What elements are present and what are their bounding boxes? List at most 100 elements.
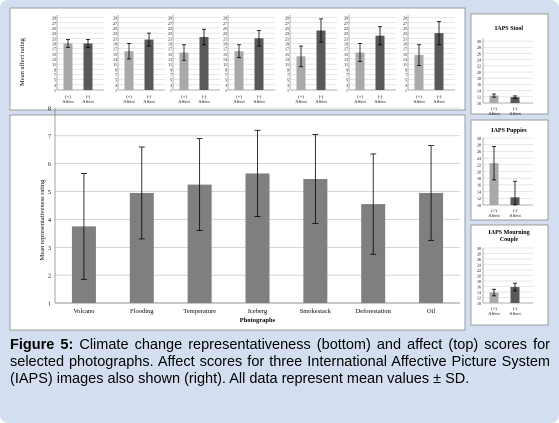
affect-y-tick-label: 19 bbox=[113, 41, 117, 46]
representativeness-x-tick-label: Temperature bbox=[183, 308, 216, 315]
affect-x-tick-label: Affect bbox=[433, 99, 445, 104]
iaps_puppies-y-tick-label: 18 bbox=[477, 176, 481, 181]
affect-y-tick-label: 25 bbox=[285, 26, 289, 31]
affect-y-tick-label: 23 bbox=[344, 31, 348, 36]
affect-y-tick-label: 21 bbox=[344, 36, 348, 41]
affect-x-tick-label: Affect bbox=[178, 99, 190, 104]
representativeness-y-tick-label: 8 bbox=[48, 107, 51, 113]
representativeness-y-tick-label: 1 bbox=[48, 302, 51, 308]
affect-y-tick-label: 15 bbox=[344, 52, 348, 57]
affect-y-tick-label: 17 bbox=[344, 47, 348, 52]
affect-y-tick-label: 15 bbox=[285, 52, 289, 57]
affect-y-axis-label: Mean affect rating bbox=[19, 37, 26, 86]
iaps_mourning-y-tick-label: 10 bbox=[477, 301, 481, 306]
iaps_mourning-y-tick-label: 22 bbox=[477, 268, 481, 273]
iaps_mourning-bar bbox=[510, 287, 520, 303]
affect-y-tick-label: 7 bbox=[170, 72, 172, 77]
iaps_mourning-x-tick-label: Affect bbox=[509, 311, 521, 316]
affect-bar bbox=[414, 55, 424, 90]
representativeness-y-tick-label: 7 bbox=[48, 134, 51, 140]
affect-bar bbox=[296, 56, 306, 90]
iaps_mourning-y-tick-label: 20 bbox=[477, 273, 481, 278]
affect-y-tick-label: 21 bbox=[168, 36, 172, 41]
figure-canvas: Mean affect rating1357911131517192123252… bbox=[9, 7, 549, 331]
affect-x-tick-label: (-) bbox=[147, 94, 152, 99]
iaps_stool-y-tick-label: 14 bbox=[477, 88, 481, 93]
affect-y-tick-label: 19 bbox=[403, 41, 407, 46]
affect-x-tick-label: Affect bbox=[62, 99, 74, 104]
figure-caption: Figure 5: Climate change representativen… bbox=[10, 337, 550, 388]
affect-y-tick-label: 9 bbox=[54, 67, 56, 72]
iaps_mourning-x-tick-label: Affect bbox=[488, 311, 500, 316]
iaps_stool-x-tick-label: (+) bbox=[491, 106, 497, 111]
affect-x-tick-label: (-) bbox=[319, 94, 324, 99]
iaps_mourning-y-tick-label: 28 bbox=[477, 251, 481, 256]
representativeness-y-tick-label: 3 bbox=[48, 246, 51, 252]
affect-y-tick-label: 21 bbox=[403, 36, 407, 41]
affect-y-tick-label: 27 bbox=[285, 21, 289, 26]
affect-y-tick-label: 19 bbox=[52, 41, 56, 46]
iaps_stool-title: IAPS Stool bbox=[495, 26, 524, 32]
caption-label: Figure 5: bbox=[10, 337, 74, 353]
affect-y-tick-label: 19 bbox=[285, 41, 289, 46]
iaps_puppies-panel bbox=[470, 119, 549, 221]
iaps_stool-y-tick-label: 10 bbox=[477, 101, 481, 106]
affect-y-tick-label: 17 bbox=[168, 47, 172, 52]
affect-y-tick-label: 27 bbox=[168, 21, 172, 26]
affect-y-tick-label: 11 bbox=[113, 62, 117, 67]
affect-y-tick-label: 13 bbox=[52, 57, 56, 62]
caption-text: Climate change representativeness (botto… bbox=[10, 337, 550, 387]
affect-y-tick-label: 9 bbox=[346, 67, 348, 72]
iaps_puppies-y-tick-label: 30 bbox=[477, 136, 481, 141]
affect-y-tick-label: 13 bbox=[223, 57, 227, 62]
affect-x-tick-label: Affect bbox=[354, 99, 366, 104]
iaps_puppies-x-tick-label: Affect bbox=[488, 213, 500, 218]
affect-x-tick-label: (-) bbox=[378, 94, 383, 99]
iaps_mourning-x-tick-label: (-) bbox=[513, 306, 518, 311]
affect-y-tick-label: 3 bbox=[405, 83, 407, 88]
affect-x-tick-label: (+) bbox=[416, 94, 422, 99]
representativeness-y-tick-label: 5 bbox=[48, 190, 51, 196]
affect-x-tick-label: Affect bbox=[198, 99, 210, 104]
affect-y-tick-label: 27 bbox=[113, 21, 117, 26]
affect-x-tick-label: Affect bbox=[413, 99, 425, 104]
affect-y-tick-label: 9 bbox=[115, 67, 117, 72]
iaps_stool-y-tick-label: 24 bbox=[477, 57, 481, 62]
affect-y-tick-label: 15 bbox=[52, 52, 56, 57]
iaps_puppies-y-tick-label: 20 bbox=[477, 169, 481, 174]
iaps_puppies-x-tick-label: (+) bbox=[491, 208, 497, 213]
affect-bar bbox=[434, 33, 444, 90]
affect-y-tick-label: 13 bbox=[285, 57, 289, 62]
affect-bar bbox=[83, 43, 93, 90]
affect-x-tick-label: Affect bbox=[123, 99, 135, 104]
iaps_puppies-x-tick-label: (-) bbox=[513, 208, 518, 213]
iaps_puppies-y-tick-label: 16 bbox=[477, 183, 481, 188]
affect-y-tick-label: 5 bbox=[287, 78, 289, 83]
affect-y-tick-label: 11 bbox=[403, 62, 407, 67]
representativeness-x-tick-label: Iceberg bbox=[248, 308, 268, 315]
affect-y-tick-label: 23 bbox=[113, 31, 117, 36]
representativeness-y-tick-label: 2 bbox=[48, 274, 51, 280]
affect-y-tick-label: 25 bbox=[223, 26, 227, 31]
representativeness-y-tick-label: 4 bbox=[48, 218, 51, 224]
representativeness-y-axis-label: Mean representativeness rating bbox=[39, 179, 46, 261]
iaps_stool-y-tick-label: 26 bbox=[477, 51, 481, 56]
affect-y-tick-label: 21 bbox=[52, 36, 56, 41]
affect-y-tick-label: 7 bbox=[346, 72, 348, 77]
affect-y-tick-label: 25 bbox=[113, 26, 117, 31]
affect-x-tick-label: Affect bbox=[315, 99, 327, 104]
affect-y-tick-label: 7 bbox=[405, 72, 407, 77]
iaps_mourning-bar bbox=[489, 292, 499, 303]
representativeness-y-tick-label: 6 bbox=[48, 162, 51, 168]
affect-y-tick-label: 5 bbox=[115, 78, 117, 83]
iaps_puppies-y-tick-label: 14 bbox=[477, 189, 481, 194]
affect-x-tick-label: (-) bbox=[202, 94, 207, 99]
affect-y-tick-label: 13 bbox=[403, 57, 407, 62]
affect-y-tick-label: 13 bbox=[344, 57, 348, 62]
representativeness-x-tick-label: Flooding bbox=[130, 308, 154, 315]
affect-y-tick-label: 3 bbox=[225, 83, 227, 88]
affect-y-tick-label: 21 bbox=[113, 36, 117, 41]
affect-y-tick-label: 5 bbox=[405, 78, 407, 83]
iaps_puppies-x-tick-label: Affect bbox=[509, 213, 521, 218]
